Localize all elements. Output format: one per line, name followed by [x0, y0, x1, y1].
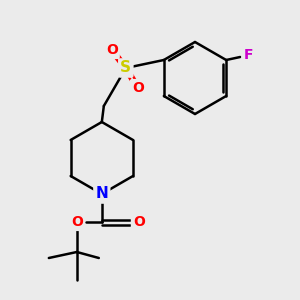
Text: O: O	[106, 43, 118, 57]
Text: O: O	[71, 215, 83, 229]
Text: O: O	[132, 81, 144, 95]
Text: N: N	[95, 187, 108, 202]
Text: O: O	[133, 215, 145, 229]
Text: F: F	[243, 48, 253, 62]
Text: S: S	[120, 61, 131, 76]
